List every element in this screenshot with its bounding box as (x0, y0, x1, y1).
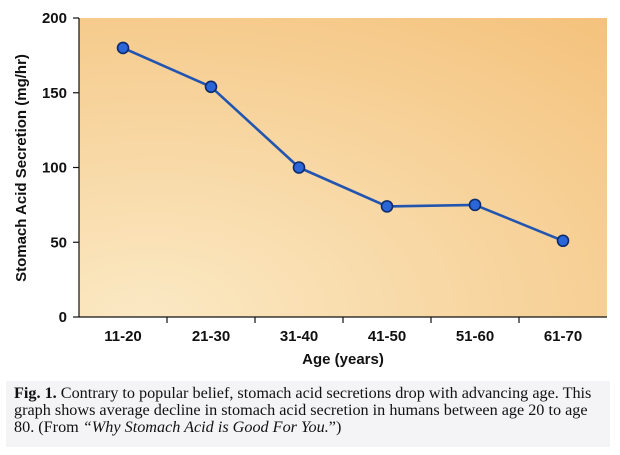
x-tick-label: 61-70 (544, 328, 582, 345)
figure-caption: Fig. 1. Contrary to popular belief, stom… (6, 381, 610, 447)
x-tick-label: 11-20 (104, 328, 142, 345)
caption-label: Fig. 1. (14, 384, 57, 402)
data-point (468, 198, 482, 212)
x-axis-ticks: 11-20 21-30 31-40 41-50 51-60 61-70 (104, 317, 582, 345)
data-point (204, 80, 218, 94)
x-tick-label: 31-40 (280, 328, 318, 345)
y-tick-label: 0 (59, 309, 67, 326)
y-axis-ticks: 0 50 100 150 200 (42, 10, 79, 326)
data-points (116, 41, 570, 248)
y-tick-label: 50 (50, 234, 67, 251)
caption-text: Contrary to popular belief, stomach acid… (14, 384, 592, 436)
x-tick-label: 51-60 (456, 328, 494, 345)
caption-source-title: “Why Stomach Acid is Good For You. (82, 418, 329, 436)
x-tick-label: 41-50 (368, 328, 406, 345)
caption-source-end: ”) (328, 418, 342, 436)
data-point (116, 41, 130, 55)
data-point (556, 234, 570, 248)
line-chart: 0 50 100 150 200 11-20 21-30 31-40 41-50 51-60 61… (13, 10, 607, 368)
x-axis-title: Age (years) (302, 351, 384, 368)
y-axis-title: Stomach Acid Secretion (mg/hr) (13, 54, 30, 282)
y-tick-label: 100 (42, 160, 67, 177)
y-tick-label: 200 (42, 10, 67, 27)
data-point (380, 200, 394, 213)
series-line (122, 46, 564, 243)
y-tick-label: 150 (42, 85, 67, 102)
x-tick-label: 21-30 (192, 328, 230, 345)
data-point (292, 161, 306, 174)
chart-figure: 0 50 100 150 200 11-20 21-30 31-40 41-50 51-60 61… (13, 10, 607, 368)
